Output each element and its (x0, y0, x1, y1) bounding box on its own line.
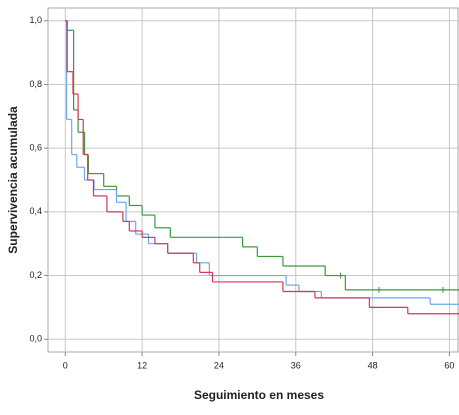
x-tick-label: 0 (63, 360, 68, 370)
y-tick-label: 0,0 (29, 334, 42, 344)
censor-mark (375, 286, 382, 293)
x-tick-label: 60 (444, 360, 454, 370)
y-tick-label: 0,4 (29, 206, 42, 216)
x-tick-label: 12 (137, 360, 147, 370)
x-tick-label: 36 (291, 360, 301, 370)
x-tick-label: 24 (214, 360, 224, 370)
y-tick-label: 0,2 (29, 270, 42, 280)
y-tick-label: 0,6 (29, 143, 42, 153)
y-tick-label: 1,0 (29, 15, 42, 25)
censor-mark (337, 272, 344, 279)
y-axis-title: Supervivencia acumulada (6, 106, 20, 254)
y-tick-label: 0,8 (29, 79, 42, 89)
x-tick-label: 48 (368, 360, 378, 370)
plot-area (47, 7, 459, 353)
censor-mark (439, 286, 446, 293)
x-axis-title: Seguimiento en meses (194, 388, 324, 402)
